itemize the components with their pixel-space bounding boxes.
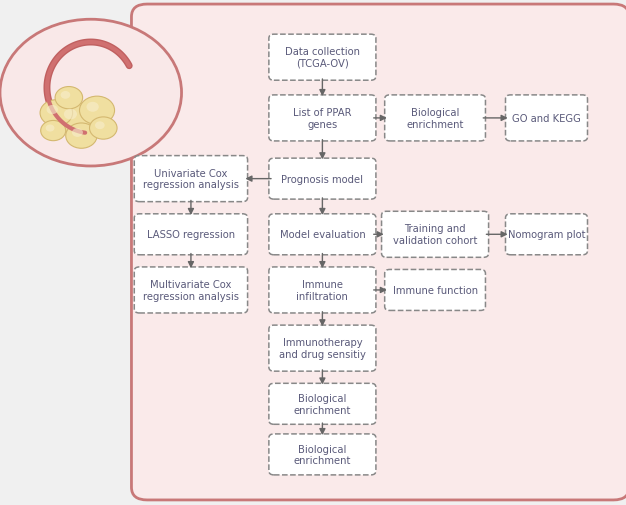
FancyBboxPatch shape	[506, 96, 587, 141]
Circle shape	[80, 97, 115, 125]
Circle shape	[0, 20, 182, 167]
Text: Biological
enrichment: Biological enrichment	[406, 108, 464, 129]
Text: LASSO regression: LASSO regression	[147, 230, 235, 240]
FancyBboxPatch shape	[269, 268, 376, 313]
Text: Biological
enrichment: Biological enrichment	[294, 444, 351, 465]
Text: GO and KEGG: GO and KEGG	[512, 114, 581, 124]
FancyBboxPatch shape	[134, 268, 247, 313]
FancyBboxPatch shape	[384, 96, 485, 141]
Text: Immunotherapy
and drug sensitiy: Immunotherapy and drug sensitiy	[279, 338, 366, 359]
Circle shape	[46, 125, 54, 132]
Circle shape	[55, 87, 83, 110]
Circle shape	[41, 121, 66, 141]
FancyBboxPatch shape	[131, 5, 626, 500]
Text: Immune function: Immune function	[393, 285, 478, 295]
Circle shape	[40, 100, 73, 127]
FancyBboxPatch shape	[134, 157, 247, 202]
Text: Training and
validation cohort: Training and validation cohort	[393, 224, 477, 245]
Text: List of PPAR
genes: List of PPAR genes	[293, 108, 352, 129]
FancyBboxPatch shape	[269, 159, 376, 199]
FancyBboxPatch shape	[269, 325, 376, 372]
Text: Biological
enrichment: Biological enrichment	[294, 393, 351, 415]
Text: Multivariate Cox
regression analysis: Multivariate Cox regression analysis	[143, 280, 239, 301]
Circle shape	[66, 124, 97, 149]
Circle shape	[64, 110, 77, 120]
Circle shape	[56, 104, 94, 134]
Circle shape	[90, 118, 117, 140]
FancyBboxPatch shape	[269, 384, 376, 424]
Text: Nomogram plot: Nomogram plot	[508, 230, 585, 240]
FancyBboxPatch shape	[269, 96, 376, 141]
FancyBboxPatch shape	[269, 434, 376, 475]
Text: Data collection
(TCGA-OV): Data collection (TCGA-OV)	[285, 47, 360, 69]
Circle shape	[72, 129, 83, 137]
Text: Model evaluation: Model evaluation	[280, 230, 365, 240]
Circle shape	[46, 106, 58, 115]
Circle shape	[61, 92, 70, 99]
FancyBboxPatch shape	[384, 270, 485, 311]
Text: Immune
infiltration: Immune infiltration	[297, 280, 348, 301]
Text: Univariate Cox
regression analysis: Univariate Cox regression analysis	[143, 169, 239, 190]
FancyBboxPatch shape	[134, 214, 247, 255]
FancyBboxPatch shape	[381, 212, 488, 258]
FancyBboxPatch shape	[269, 35, 376, 81]
Circle shape	[86, 103, 99, 113]
Text: Prognosis model: Prognosis model	[282, 174, 363, 184]
FancyBboxPatch shape	[269, 214, 376, 255]
Circle shape	[95, 122, 105, 130]
FancyBboxPatch shape	[506, 214, 587, 255]
